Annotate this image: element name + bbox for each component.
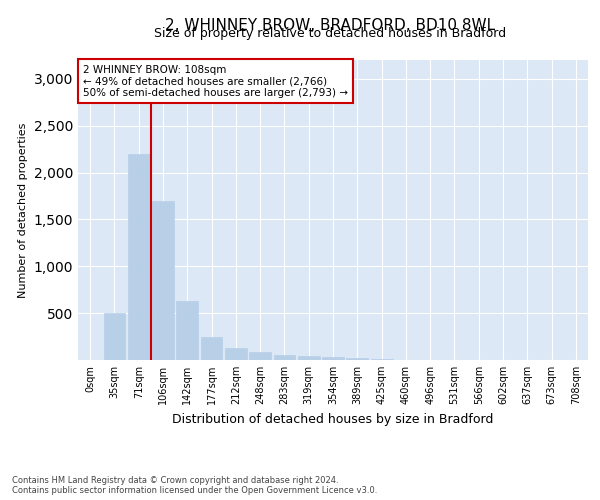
Bar <box>249 352 271 360</box>
Bar <box>298 356 320 360</box>
Text: Contains HM Land Registry data © Crown copyright and database right 2024.
Contai: Contains HM Land Registry data © Crown c… <box>12 476 377 495</box>
Bar <box>200 336 223 360</box>
Text: 2 WHINNEY BROW: 108sqm
← 49% of detached houses are smaller (2,766)
50% of semi-: 2 WHINNEY BROW: 108sqm ← 49% of detached… <box>83 64 348 98</box>
Bar <box>128 154 149 360</box>
Bar <box>104 313 125 360</box>
Bar <box>371 359 392 360</box>
Bar <box>274 355 295 360</box>
Bar <box>225 348 247 360</box>
Text: 2, WHINNEY BROW, BRADFORD, BD10 8WL: 2, WHINNEY BROW, BRADFORD, BD10 8WL <box>165 18 495 32</box>
Y-axis label: Number of detached properties: Number of detached properties <box>18 122 28 298</box>
Bar <box>152 200 174 360</box>
Bar <box>322 357 344 360</box>
Bar <box>346 358 368 360</box>
Text: Size of property relative to detached houses in Bradford: Size of property relative to detached ho… <box>154 28 506 40</box>
Bar <box>176 301 198 360</box>
X-axis label: Distribution of detached houses by size in Bradford: Distribution of detached houses by size … <box>172 412 494 426</box>
